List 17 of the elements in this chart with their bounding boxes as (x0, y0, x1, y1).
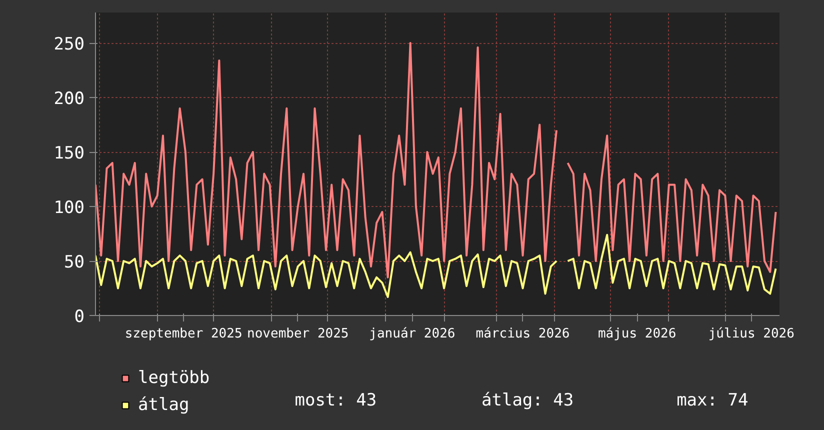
y-tick-label: 100 (54, 198, 85, 218)
x-tick-label: július 2026 (708, 326, 794, 342)
legend-label: legtöbb (138, 367, 210, 389)
text: átlag: 43 (481, 390, 574, 410)
y-tick-label: 0 (74, 307, 85, 327)
x-tick-label: május 2026 (598, 326, 676, 342)
y-tick-label: 50 (64, 252, 85, 273)
x-tick-label: szeptember 2025 (124, 326, 242, 342)
x-tick-label: március 2026 (476, 326, 570, 342)
text: max: 74 (676, 390, 748, 410)
y-tick-label: 250 (54, 34, 85, 55)
x-tick-label: január 2026 (369, 326, 456, 342)
y-tick-label: 150 (54, 144, 85, 164)
x-tick-label: november 2025 (247, 326, 349, 342)
y-tick-label: 200 (54, 89, 85, 110)
text: most: 43 (294, 390, 377, 410)
legend-label: átlag (138, 394, 190, 416)
